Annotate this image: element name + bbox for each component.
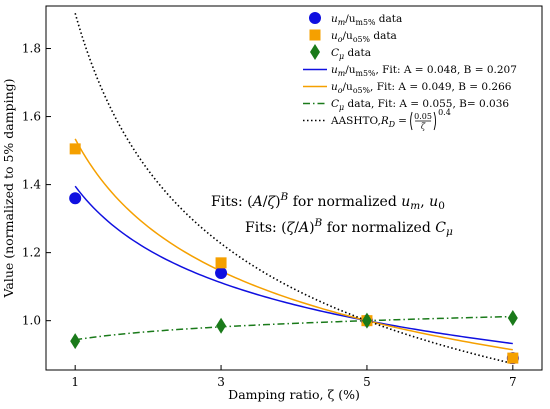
fit-line-1 — [74, 138, 513, 351]
formula-exponent: 0.4 — [438, 108, 451, 117]
data-points — [69, 143, 519, 365]
annotations: Fits: (A/ζ)B for normalized um, u0 Fits: … — [211, 191, 453, 238]
legend-marker-square — [309, 29, 321, 41]
axes-frame — [45, 5, 543, 371]
aashto-formula: RD = 0.05ζ 0.4 — [380, 108, 451, 131]
legend-entry: Cμ data — [331, 47, 371, 61]
x-tick-label: 1 — [71, 375, 79, 389]
legend-entry: uo/uo5%, Fit: A = 0.049, B = 0.266 — [331, 81, 512, 95]
x-tick-label: 5 — [363, 375, 371, 389]
legend-marker-diamond — [310, 44, 320, 60]
y-tick-label: 1.0 — [22, 314, 41, 328]
x-axis-label: Damping ratio, ζ (%) — [228, 387, 360, 402]
formula-equals: = — [398, 115, 407, 127]
formula-denominator: ζ — [421, 122, 426, 131]
data-point-square — [507, 352, 519, 364]
legend-entry: AASHTO, — [330, 115, 381, 127]
data-point-circle — [215, 267, 228, 280]
legend-marker-circle — [309, 12, 321, 24]
y-tick-label: 1.4 — [22, 178, 41, 192]
y-tick-label: 1.2 — [22, 246, 41, 260]
data-point-diamond — [70, 333, 81, 350]
annotation: Fits: (A/ζ)B for normalized um, u0 — [211, 191, 445, 212]
data-point-square — [69, 143, 81, 155]
data-point-diamond — [361, 312, 372, 329]
legend-entry: um/um5% data — [331, 13, 402, 27]
legend-box — [299, 9, 519, 135]
legend-entry: uo/uo5% data — [331, 30, 397, 44]
annotation: Fits: (ζ/A)B for normalized Cμ — [245, 217, 453, 238]
data-point-diamond — [216, 317, 227, 334]
formula-numerator: 0.05 — [414, 112, 432, 121]
x-tick-label: 7 — [509, 375, 517, 389]
legend-entry: um/um5%, Fit: A = 0.048, B = 0.207 — [331, 64, 517, 78]
axis-ticks: 1 3 5 7 1.0 1.2 1.4 1.6 1.8 — [22, 42, 517, 389]
legend: um/um5% data uo/uo5% data Cμ data um/um5%, … — [299, 9, 519, 135]
fit-curves — [74, 13, 514, 365]
y-axis-label: Value (normalized to 5% damping) — [1, 78, 16, 298]
fit-line-2 — [75, 315, 513, 341]
data-point-diamond — [507, 309, 518, 326]
data-point-square — [215, 257, 227, 269]
y-tick-label: 1.6 — [22, 110, 41, 124]
y-tick-label: 1.8 — [22, 42, 41, 56]
fit-line-0 — [74, 185, 513, 345]
plot-area — [69, 13, 519, 365]
data-point-circle — [69, 192, 82, 205]
formula-lhs: RD — [380, 115, 396, 129]
legend-entry: Cμ data, Fit: A = 0.055, B= 0.036 — [331, 98, 509, 112]
x-tick-label: 3 — [217, 375, 225, 389]
fit-line-3 — [74, 13, 514, 365]
